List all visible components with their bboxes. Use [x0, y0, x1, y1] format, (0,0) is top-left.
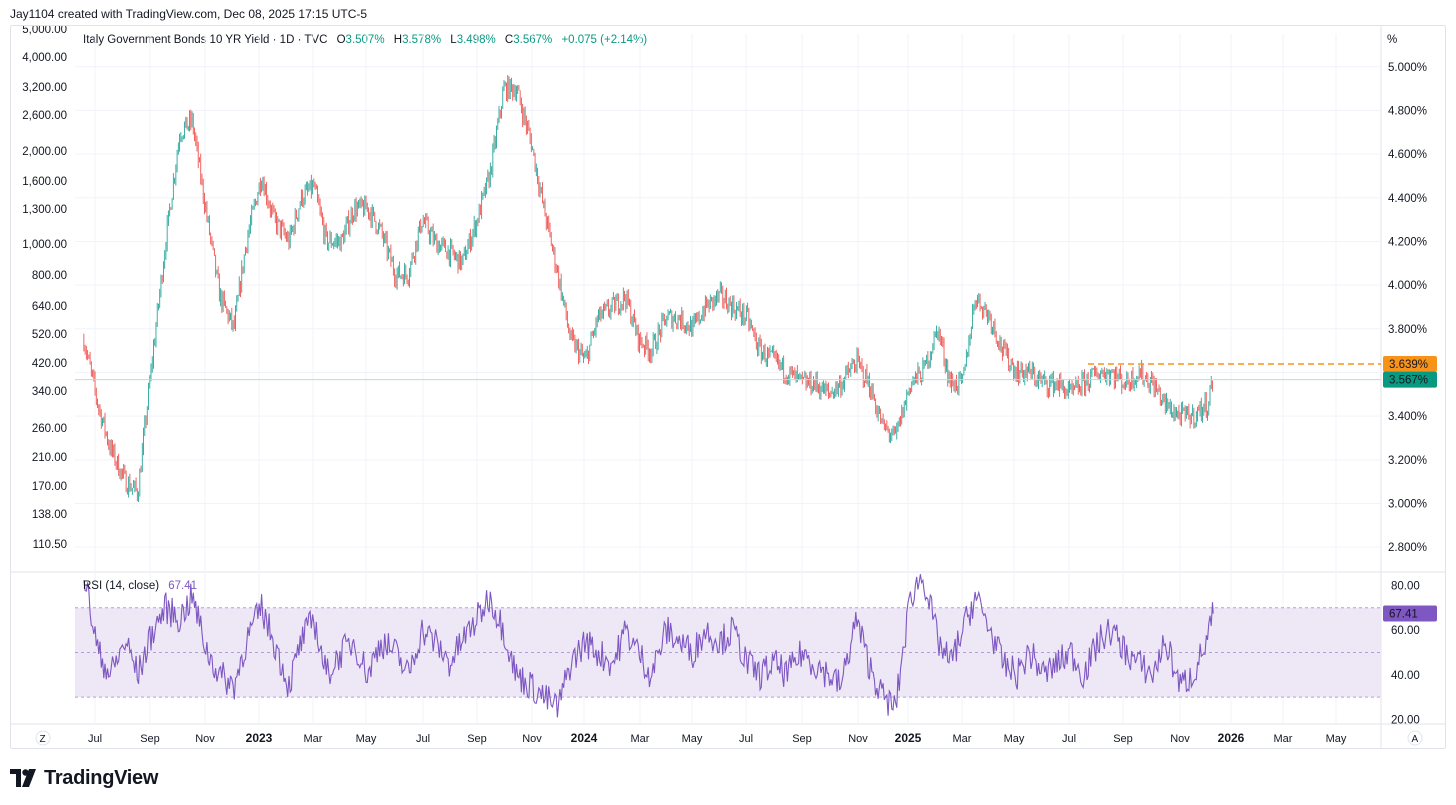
last-price-tag: 3.567% — [1389, 375, 1428, 387]
legend-close-value: 3.567% — [513, 34, 552, 46]
right-axis-tick: 3.200% — [1388, 455, 1427, 467]
time-axis-tick: Jul — [739, 733, 753, 745]
candlestick-series — [83, 75, 1213, 502]
time-axis-tick: 2023 — [246, 731, 273, 745]
legend-open-value: 3.507% — [346, 34, 385, 46]
last-price-tag-bg — [1383, 371, 1437, 388]
left-axis-tick: 170.00 — [32, 481, 67, 493]
zoom-button-bg[interactable] — [35, 730, 51, 746]
time-axis-tick: 2025 — [895, 731, 922, 745]
right-axis-tick: 5.000% — [1388, 62, 1427, 74]
time-axis-tick: Jul — [88, 733, 102, 745]
time-axis-tick: Jul — [1062, 733, 1076, 745]
level-price-tag-bg — [1383, 355, 1437, 372]
rsi-axis-tick: 20.00 — [1391, 715, 1420, 727]
left-axis-tick: 3,200.00 — [22, 82, 67, 94]
time-axis-tick: Sep — [792, 733, 812, 745]
legend-high-value: 3.578% — [402, 34, 441, 46]
left-axis-tick: 138.00 — [32, 509, 67, 521]
right-axis-tick: 4.800% — [1388, 105, 1427, 117]
left-axis-tick: 1,000.00 — [22, 239, 67, 251]
time-axis-tick: Nov — [848, 733, 868, 745]
time-axis-tick: Nov — [195, 733, 215, 745]
legend-low-label: L — [450, 34, 457, 46]
time-axis-tick: Mar — [631, 733, 650, 745]
time-axis-tick: Nov — [1170, 733, 1190, 745]
left-axis-tick: 2,000.00 — [22, 146, 67, 158]
time-axis-tick: May — [1004, 733, 1025, 745]
time-axis-tick: May — [356, 733, 377, 745]
zoom-button[interactable]: Z — [40, 734, 46, 745]
right-price-axis[interactable]: 5.000% 4.800% 4.600% 4.400% 4.200% 4.000% 3.80… — [1388, 62, 1427, 554]
left-axis-tick: 800.00 — [32, 270, 67, 282]
left-axis-tick: 4,000.00 — [22, 52, 67, 64]
legend-open-label: O — [337, 34, 346, 46]
legend-high-label: H — [394, 34, 402, 46]
time-axis[interactable]: Jul Sep Nov 2023 Mar May Jul Sep Nov 2024 Mar May Ju… — [88, 731, 1347, 745]
rsi-legend-value: 67.41 — [168, 580, 197, 592]
brand-name: TradingView — [44, 766, 159, 789]
time-axis-tick: 2026 — [1218, 731, 1245, 745]
time-axis-tick: Nov — [522, 733, 542, 745]
left-axis-tick: 110.50 — [33, 539, 67, 551]
left-axis-tick: 1,300.00 — [22, 204, 67, 216]
tradingview-logo-icon — [10, 769, 36, 787]
left-axis-tick: 210.00 — [32, 452, 67, 464]
left-axis-tick: 2,600.00 — [22, 110, 67, 122]
chart-svg[interactable]: Italy Government Bonds 10 YR Yield · 1D … — [11, 24, 1445, 748]
time-axis-tick: 2024 — [571, 731, 598, 745]
level-price-tag: 3.639% — [1389, 359, 1428, 371]
rsi-line — [83, 574, 1214, 718]
percent-scale-button[interactable]: % — [1387, 34, 1397, 46]
right-axis-tick: 3.800% — [1388, 324, 1427, 336]
left-axis-tick: 260.00 — [32, 423, 67, 435]
legend-close-label: C — [505, 34, 513, 46]
time-axis-tick: Jul — [416, 733, 430, 745]
right-axis-tick: 4.200% — [1388, 236, 1427, 248]
time-axis-tick: May — [682, 733, 703, 745]
rsi-value-tag: 67.41 — [1389, 609, 1418, 621]
time-axis-tick: Mar — [953, 733, 972, 745]
chart-attribution: Jay1104 created with TradingView.com, De… — [10, 7, 368, 21]
rsi-value-tag-bg — [1383, 605, 1437, 622]
rsi-axis-tick: 40.00 — [1391, 670, 1420, 682]
svg-text:Italy Government Bonds 10 YR Y: Italy Government Bonds 10 YR Yield · 1D … — [83, 34, 647, 46]
right-axis-tick: 4.400% — [1388, 193, 1427, 205]
rsi-legend-label: RSI (14, close) — [83, 580, 159, 592]
right-axis-tick: 4.000% — [1388, 280, 1427, 292]
svg-text:RSI (14, close) 67.41: RSI (14, close) 67.41 — [83, 580, 197, 592]
time-axis-tick: Sep — [1113, 733, 1133, 745]
left-axis-tick: 520.00 — [32, 329, 67, 341]
time-axis-tick: Sep — [140, 733, 160, 745]
legend-change: +0.075 (+2.14%) — [561, 34, 647, 46]
time-axis-tick: Mar — [304, 733, 323, 745]
rsi-axis-tick: 80.00 — [1391, 580, 1420, 592]
left-price-axis: 5,000.00 4,000.00 3,200.00 2,600.00 2,000.00… — [22, 24, 67, 551]
right-axis-tick: 3.000% — [1388, 498, 1427, 510]
right-axis-tick: 2.800% — [1388, 542, 1427, 554]
auto-scale-button-bg[interactable] — [1407, 730, 1423, 746]
right-axis-tick: 3.400% — [1388, 411, 1427, 423]
price-tags: 3.639% 3.567% 67.41 — [75, 355, 1437, 622]
left-axis-tick: 420.00 — [32, 358, 67, 370]
right-axis-tick: 4.600% — [1388, 149, 1427, 161]
legend-low-value: 3.498% — [457, 34, 496, 46]
brand[interactable]: TradingView — [10, 766, 158, 790]
time-axis-tick: Sep — [467, 733, 487, 745]
left-axis-tick: 1,600.00 — [22, 176, 67, 188]
rsi-pane: 80.00 60.00 40.00 20.00 — [75, 574, 1420, 727]
auto-scale-button[interactable]: A — [1412, 734, 1419, 745]
left-axis-tick: 5,000.00 — [22, 26, 67, 36]
time-axis-tick: Mar — [1274, 733, 1293, 745]
rsi-axis-tick: 60.00 — [1391, 625, 1420, 637]
left-axis-tick: 640.00 — [32, 301, 67, 313]
time-axis-tick: May — [1326, 733, 1347, 745]
left-axis-tick: 340.00 — [32, 386, 67, 398]
chart-frame[interactable]: Italy Government Bonds 10 YR Yield · 1D … — [10, 24, 1446, 749]
